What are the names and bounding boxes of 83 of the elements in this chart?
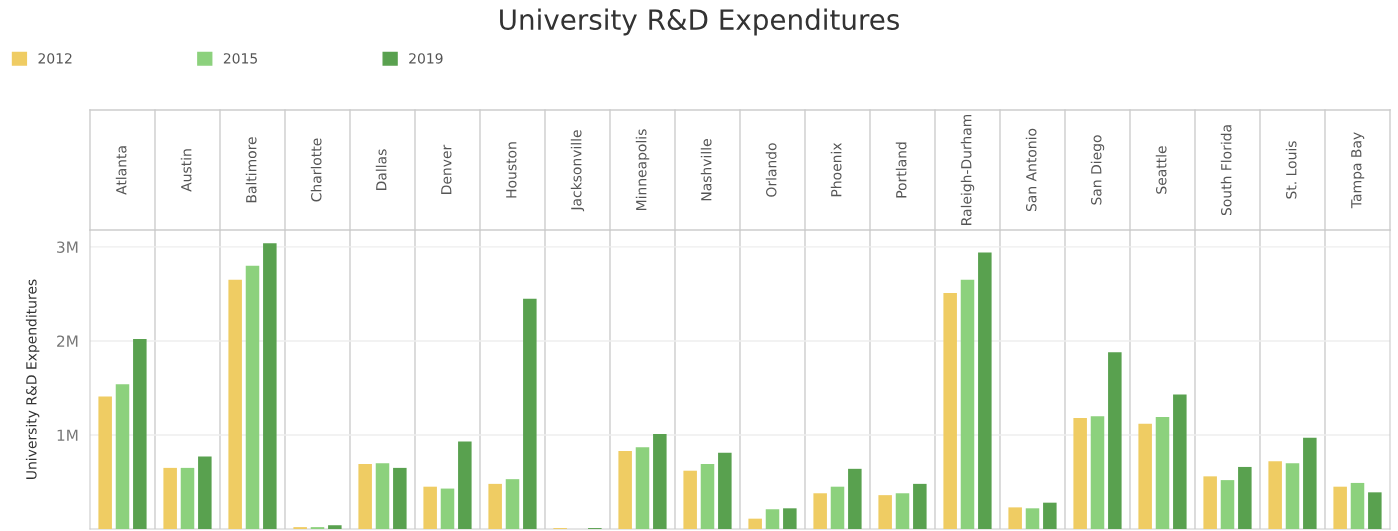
y-tick-label: 3M (57, 241, 78, 253)
x-tick-label: San Antonio (1025, 128, 1037, 212)
x-tick-label: Jacksonville (570, 130, 585, 212)
bar (358, 464, 372, 529)
bar (1285, 463, 1300, 529)
bar (635, 447, 650, 529)
bar (978, 252, 992, 529)
bar (523, 298, 537, 529)
bar (1025, 508, 1040, 529)
bar (960, 279, 975, 529)
bar (1268, 461, 1282, 529)
bar (1138, 423, 1152, 529)
x-tick-label: Baltimore (245, 137, 257, 203)
y-tick-label: 2M (57, 335, 78, 347)
legend-label: 2015 (223, 53, 257, 64)
bar (458, 441, 472, 529)
bar (618, 450, 632, 529)
x-tick-label: Houston (506, 142, 517, 198)
bar (98, 396, 112, 529)
x-tick-label: Tampa Bay (1351, 132, 1365, 209)
bar (813, 493, 827, 529)
bar (1073, 418, 1087, 529)
bar (718, 452, 732, 529)
bar (765, 509, 780, 529)
bar (683, 470, 697, 529)
x-tick-label: Orlando (765, 143, 777, 197)
bar (1090, 416, 1105, 529)
bar (1303, 437, 1317, 529)
bar (163, 467, 177, 529)
bar (393, 467, 407, 529)
x-tick-label: Charlotte (310, 138, 322, 202)
bar (1333, 486, 1347, 529)
bar (1155, 417, 1170, 529)
bar (1108, 352, 1122, 529)
bar (228, 279, 242, 529)
x-tick-label: Seattle (1155, 146, 1167, 194)
bar (1238, 466, 1252, 529)
bar (198, 456, 212, 529)
x-tick-label: Portland (895, 142, 907, 198)
legend-label: 2012 (38, 53, 72, 64)
x-tick-label: South Florida (1220, 125, 1232, 216)
legend-label: 2019 (409, 53, 443, 64)
bar (1173, 394, 1187, 529)
bar (878, 495, 892, 529)
bar (440, 488, 455, 529)
bar (913, 483, 927, 529)
bar (505, 479, 520, 529)
x-tick-label: Denver (441, 144, 452, 194)
bar (423, 486, 437, 529)
bar (748, 518, 762, 529)
x-tick-label: Phoenix (830, 142, 842, 197)
x-tick-label: Dallas (375, 149, 387, 190)
bar (830, 486, 845, 529)
x-tick-label: St. Louis (1285, 141, 1297, 199)
bar (1368, 492, 1382, 529)
bar (653, 434, 667, 529)
x-tick-label: Austin (180, 149, 192, 192)
bar (115, 384, 130, 529)
bar (783, 508, 797, 529)
bar (263, 243, 277, 529)
bar (375, 463, 390, 529)
x-tick-label: Minneapolis (635, 129, 650, 211)
bar (1350, 482, 1365, 529)
bar (245, 265, 260, 529)
bar (488, 483, 502, 529)
y-axis-title: University R&D Expenditures (25, 279, 40, 479)
bar (1043, 502, 1057, 529)
bar (848, 468, 862, 529)
x-tick-label: Raleigh-Durham (960, 114, 975, 225)
bar (1203, 476, 1217, 529)
bar (180, 467, 195, 529)
bar (700, 464, 715, 529)
bar (943, 293, 957, 529)
x-tick-label: San Diego (1090, 135, 1105, 205)
x-tick-label: Atlanta (115, 146, 127, 195)
x-tick-label: Nashville (700, 139, 712, 201)
bar (1220, 480, 1235, 529)
bar (328, 525, 342, 529)
bar (133, 339, 147, 529)
chart-title: University R&D Expenditures (500, 8, 899, 36)
bar (895, 493, 910, 529)
y-tick-label: 1M (57, 429, 78, 441)
bar (1008, 507, 1022, 529)
